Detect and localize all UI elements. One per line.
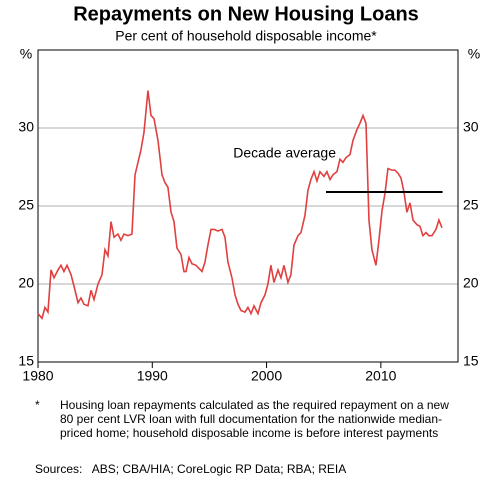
y-tick-label: 30 — [18, 119, 34, 135]
y-axis-label: % — [20, 46, 32, 62]
plot-frame — [37, 49, 459, 363]
x-tick-label: 2000 — [251, 368, 282, 384]
footnote-text: Housing loan repayments calculated as th… — [60, 398, 449, 440]
chart-title: Repayments on New Housing Loans — [73, 3, 419, 25]
y-tick-label: 15 — [18, 353, 34, 369]
chart-subtitle: Per cent of household disposable income* — [115, 28, 377, 44]
footnote-marker: * — [35, 398, 40, 412]
x-tick-label: 1980 — [22, 368, 53, 384]
y2-axis-label: % — [468, 46, 480, 62]
y2-tick-label: 15 — [463, 353, 479, 369]
sources: Sources: ABS; CBA/HIA; CoreLogic RP Data… — [35, 462, 347, 476]
y2-tick-label: 30 — [463, 119, 479, 135]
y2-tick-label: 25 — [463, 197, 479, 213]
data-line — [37, 90, 443, 320]
chart: Repayments on New Housing Loans Per cent… — [18, 3, 480, 384]
y2-tick-label: 20 — [463, 275, 479, 291]
y-tick-label: 25 — [18, 197, 34, 213]
x-tick-label: 2010 — [365, 368, 396, 384]
x-tick-label: 1990 — [137, 368, 168, 384]
y-tick-label: 20 — [18, 275, 34, 291]
annotation-label: Decade average — [233, 145, 336, 161]
